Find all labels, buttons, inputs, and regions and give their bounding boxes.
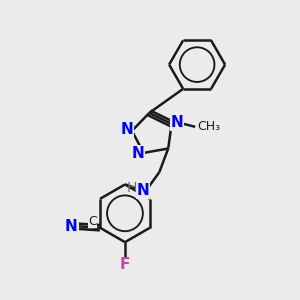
Text: H: H <box>127 181 137 195</box>
Text: N: N <box>65 219 78 234</box>
Text: N: N <box>120 122 133 137</box>
Text: F: F <box>120 257 130 272</box>
Text: CH₃: CH₃ <box>198 120 221 133</box>
Text: N: N <box>137 183 149 198</box>
Text: C: C <box>88 215 97 228</box>
Text: N: N <box>132 146 145 161</box>
Text: N: N <box>171 115 183 130</box>
